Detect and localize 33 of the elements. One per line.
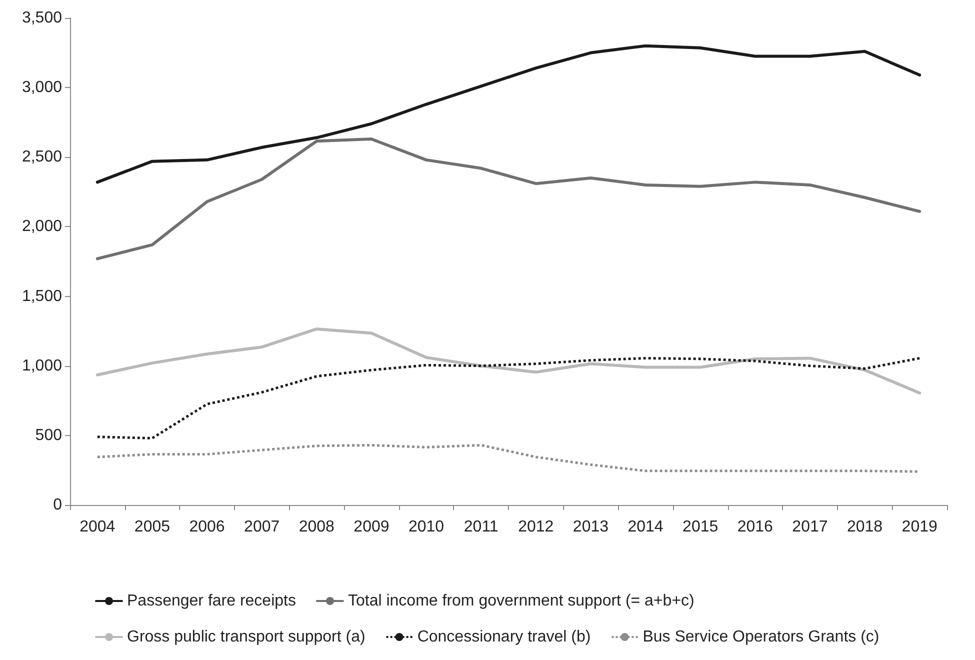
x-tick-label: 2007 [244, 518, 280, 536]
x-tick-label: 2012 [518, 518, 554, 536]
x-tick-label: 2008 [298, 518, 335, 536]
x-tick-label: 2014 [628, 518, 664, 536]
line-series [96, 138, 922, 260]
line-series [96, 327, 922, 394]
y-tick-label: 3,000 [22, 79, 62, 96]
x-tick-label: 2018 [846, 518, 883, 536]
x-tick-label: 2017 [792, 518, 828, 536]
line-series [96, 44, 922, 184]
legend-label: Passenger fare receipts [127, 592, 296, 610]
x-tick-label: 2006 [189, 518, 225, 536]
x-tick-label: 2010 [408, 518, 444, 536]
x-tick-label: 2016 [737, 518, 774, 536]
x-tick-label: 2013 [572, 518, 609, 536]
y-tick-label: 500 [35, 426, 62, 444]
y-tick-label: 1,500 [22, 288, 62, 305]
x-tick-label: 2015 [682, 518, 718, 536]
y-tick-label: 2,000 [22, 218, 62, 236]
x-tick-label: 2005 [134, 518, 170, 536]
y-tick-label: 2,500 [22, 148, 62, 166]
y-tick-label: 1,000 [22, 357, 62, 374]
line-series [96, 356, 921, 440]
legend-label: Gross public transport support (a) [127, 628, 366, 646]
legend-label: Total income from government support (= a+b+c) [348, 592, 694, 610]
x-tick-label: 2019 [902, 518, 938, 536]
x-tick-label: 2009 [354, 518, 390, 536]
y-tick-label: 3,500 [22, 10, 62, 26]
y-tick-label: 0 [53, 496, 62, 514]
x-tick-label: 2004 [80, 518, 116, 536]
legend-label: Concessionary travel (b) [417, 628, 591, 646]
x-tick-label: 2011 [464, 518, 498, 536]
legend-label: Bus Service Operators Grants (c) [642, 628, 880, 646]
